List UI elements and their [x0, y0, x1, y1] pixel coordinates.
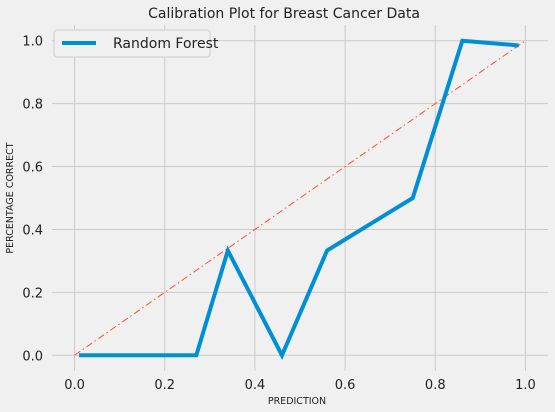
series-layer	[79, 38, 519, 360]
x-tick-label-4: 0.8	[425, 378, 446, 393]
x-axis-label: PREDICTION	[268, 396, 326, 407]
x-tick-label-3: 0.6	[335, 378, 356, 393]
y-tick-label-4: 0.8	[22, 98, 43, 113]
legend-label-random-forest: Random Forest	[113, 36, 219, 52]
y-tick-label-3: 0.6	[22, 161, 43, 176]
x-tick-label-1: 0.2	[154, 378, 175, 393]
reference-layer	[74, 40, 526, 356]
chart-title: Calibration Plot for Breast Cancer Data	[148, 6, 420, 22]
y-tick-label-2: 0.4	[22, 223, 43, 238]
grid	[52, 25, 548, 371]
y-tick-label-5: 1.0	[22, 35, 43, 50]
legend-box	[53, 29, 211, 58]
x-tick-label-2: 0.4	[245, 378, 266, 393]
legend: Random Forest	[53, 29, 219, 58]
y-tick-label-0: 0.0	[22, 349, 43, 364]
y-axis-label: PERCENTAGE CORRECT	[5, 142, 16, 253]
y-tick-labels: 0.0 0.2 0.4 0.6 0.8 1.0	[22, 35, 43, 365]
x-tick-label-0: 0.0	[64, 378, 85, 393]
y-tick-label-1: 0.2	[22, 286, 43, 301]
x-tick-label-5: 1.0	[515, 378, 536, 393]
series-line-0	[79, 38, 519, 360]
x-tick-labels: 0.0 0.2 0.4 0.6 0.8 1.0	[64, 378, 536, 393]
reference-line	[74, 40, 526, 356]
